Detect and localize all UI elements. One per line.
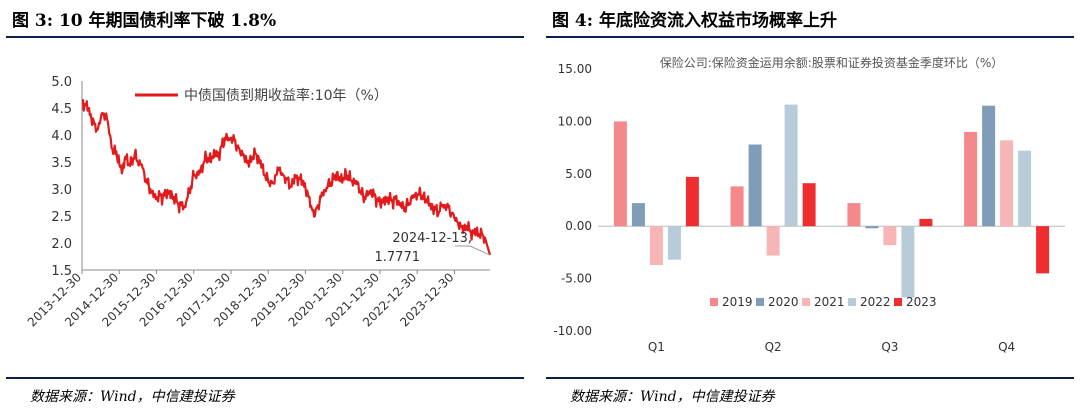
figure-4-panel: 图 4: 年底险资流入权益市场概率上升 保险公司:保险资金运用余额:股票和证券投… — [540, 0, 1080, 409]
bar-2022-Q2 — [784, 104, 798, 227]
figure-3-title: 图 3: 10 年期国债利率下破 1.8% — [12, 11, 277, 31]
figure-3-source: 数据来源：Wind，中信建投证券 — [30, 389, 235, 405]
bar-2023-Q1 — [685, 176, 699, 227]
yield-line-chart: 5.04.54.03.53.02.52.01.52013-12-302014-1… — [25, 75, 492, 329]
y-tick-label: 5.0 — [51, 75, 72, 90]
bar-2023-Q3 — [919, 218, 933, 227]
x-category-label: Q3 — [881, 340, 898, 354]
figure-4-title: 图 4: 年底险资流入权益市场概率上升 — [552, 11, 837, 31]
title-rule — [546, 36, 1074, 38]
legend-label: 2020 — [768, 295, 799, 309]
annotation-date: 2024-12-13, — [392, 231, 472, 246]
legend-swatch-2021 — [802, 298, 810, 306]
x-category-label: Q2 — [765, 340, 782, 354]
bar-2019-Q2 — [730, 186, 744, 227]
bar-2019-Q1 — [613, 121, 627, 227]
chart-title: 保险公司:保险资金运用余额:股票和证券投资基金季度环比（%） — [660, 55, 1004, 70]
y-tick-label: 3.0 — [51, 183, 72, 198]
x-category-label: Q4 — [998, 340, 1015, 354]
legend-label: 2019 — [722, 295, 753, 309]
y-tick-label: 10.00 — [558, 114, 592, 128]
y-tick-label: 3.5 — [51, 156, 72, 171]
figure-3-panel: 图 3: 10 年期国债利率下破 1.8% 5.0 4.5 4.0 3.5 3.0 2.5… — [0, 0, 530, 409]
bar-2021-Q1 — [649, 226, 663, 265]
y-tick-label: 1.5 — [51, 264, 72, 279]
bar-2020-Q1 — [631, 203, 645, 227]
source-rule — [546, 377, 1074, 379]
bar-2019-Q4 — [964, 131, 978, 227]
legend-label: 2021 — [814, 295, 845, 309]
y-tick-label: 4.0 — [51, 129, 72, 144]
bar-2020-Q4 — [982, 105, 996, 227]
bar-2022-Q3 — [901, 226, 915, 298]
y-tick-label: 2.0 — [51, 237, 72, 252]
y-tick-label: 15.00 — [558, 62, 592, 76]
legend-swatch-2022 — [848, 298, 856, 306]
figure-4-source: 数据来源：Wind，中信建投证券 — [570, 389, 775, 405]
annotation-leader — [455, 245, 491, 256]
source-rule — [6, 377, 524, 379]
bar-2022-Q1 — [667, 226, 681, 260]
bar-2023-Q4 — [1036, 226, 1050, 274]
y-tick-label: 5.00 — [565, 167, 592, 181]
y-tick-label: 4.5 — [51, 102, 72, 117]
x-category-label: Q1 — [648, 340, 665, 354]
y-tick-label: -10.00 — [553, 324, 592, 338]
legend-swatch-2019 — [710, 298, 718, 306]
legend-label: 2023 — [906, 295, 937, 309]
bar-2021-Q4 — [1000, 140, 1014, 227]
bar-2020-Q2 — [748, 144, 762, 227]
legend-label: 2022 — [860, 295, 891, 309]
insurance-bar-chart: 保险公司:保险资金运用余额:股票和证券投资基金季度环比（%） 15.00 10.00… — [553, 55, 1065, 354]
legend-swatch-2020 — [756, 298, 764, 306]
bar-2021-Q3 — [883, 226, 897, 246]
bar-2022-Q4 — [1018, 150, 1032, 227]
title-rule — [6, 36, 524, 38]
yield-series-line — [81, 98, 492, 256]
annotation-value: 1.7771 — [375, 250, 421, 265]
bar-2023-Q2 — [802, 183, 816, 227]
legend-label: 中债国债到期收益率:10年（%） — [184, 87, 388, 104]
y-tick-label: 2.5 — [51, 210, 72, 225]
legend-swatch-2023 — [894, 298, 902, 306]
bar-2020-Q3 — [865, 226, 879, 229]
y-tick-label: 0.00 — [565, 219, 592, 233]
bar-2021-Q2 — [766, 226, 780, 256]
bar-2019-Q3 — [847, 203, 861, 227]
y-tick-label: -5.00 — [561, 272, 592, 286]
